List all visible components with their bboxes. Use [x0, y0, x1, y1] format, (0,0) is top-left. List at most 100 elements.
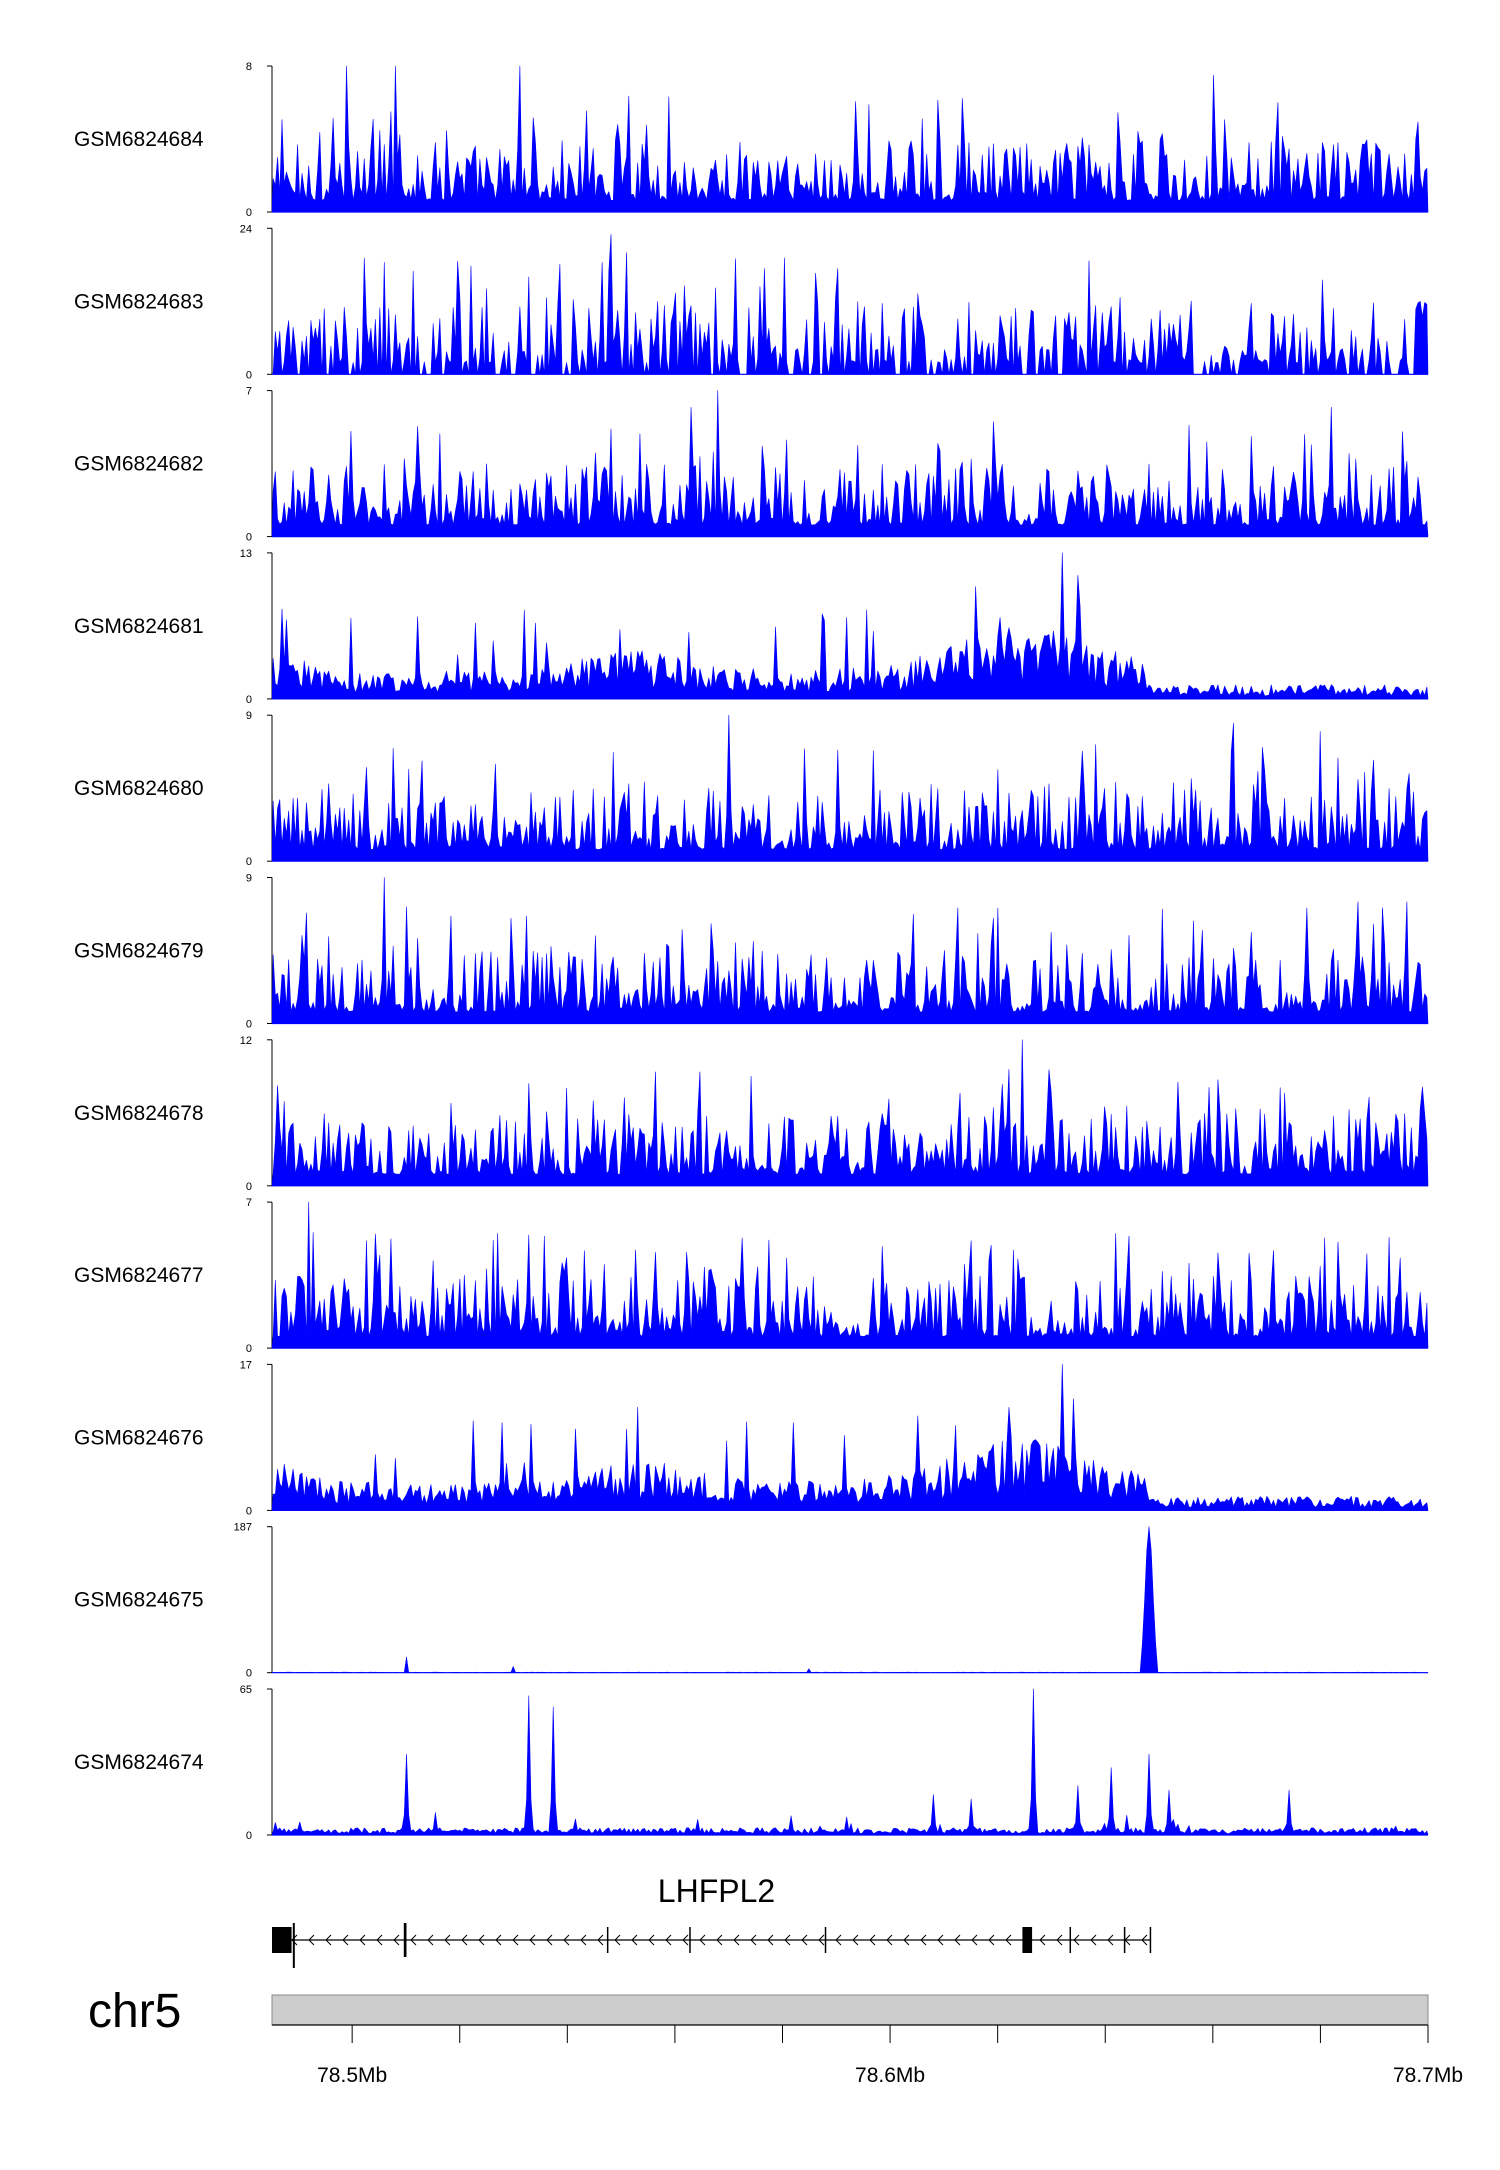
- x-tick-label: 78.7Mb: [1393, 2064, 1463, 2087]
- strand-chevron: [733, 1934, 740, 1946]
- strand-chevron: [580, 1934, 587, 1946]
- strand-chevron: [495, 1934, 502, 1946]
- coverage-area: [271, 552, 1429, 700]
- y-min-label: 0: [246, 1343, 252, 1355]
- chromosome-ideogram: chr5: [88, 1985, 1429, 2038]
- strand-chevron: [631, 1934, 638, 1946]
- y-max-label: 9: [246, 710, 252, 722]
- strand-chevron: [818, 1934, 825, 1946]
- exon: [1022, 1927, 1033, 1953]
- track-label: GSM6824675: [74, 1589, 204, 1612]
- strand-chevron: [801, 1934, 808, 1946]
- y-min-label: 0: [246, 1668, 252, 1680]
- strand-chevron: [529, 1934, 536, 1946]
- y-min-label: 0: [246, 1830, 252, 1842]
- strand-chevron: [1039, 1934, 1046, 1946]
- y-min-label: 0: [246, 1505, 252, 1517]
- strand-chevron: [886, 1934, 893, 1946]
- coverage-area: [271, 1201, 1429, 1349]
- x-tick-label: 78.6Mb: [855, 2064, 925, 2087]
- coverage-track: GSM6824680 9 0: [74, 710, 1429, 868]
- coverage-track: GSM6824681 13 0: [74, 548, 1429, 706]
- strand-chevron: [359, 1934, 366, 1946]
- strand-chevron: [478, 1934, 485, 1946]
- strand-chevron: [954, 1934, 961, 1946]
- strand-chevron: [512, 1934, 519, 1946]
- coverage-track: GSM6824675 187 0: [74, 1522, 1429, 1680]
- track-label: GSM6824680: [74, 777, 204, 800]
- track-label: GSM6824678: [74, 1102, 204, 1125]
- coverage-track: GSM6824676 17 0: [74, 1359, 1429, 1517]
- y-min-label: 0: [246, 694, 252, 706]
- strand-chevron: [835, 1934, 842, 1946]
- strand-chevron: [971, 1934, 978, 1946]
- strand-chevron: [1005, 1934, 1012, 1946]
- y-max-label: 8: [246, 61, 252, 73]
- coverage-track: GSM6824682 7 0: [74, 386, 1429, 544]
- strand-chevron: [342, 1934, 349, 1946]
- gene-track: LHFPL2: [272, 1873, 1152, 1968]
- coverage-track: GSM6824684 8 0: [74, 61, 1429, 219]
- strand-chevron: [308, 1934, 315, 1946]
- coverage-track: GSM6824674 65 0: [74, 1684, 1429, 1842]
- track-label: GSM6824683: [74, 290, 204, 313]
- strand-chevron: [325, 1934, 332, 1946]
- strand-chevron: [291, 1934, 298, 1946]
- strand-chevron: [1107, 1934, 1114, 1946]
- y-max-label: 65: [240, 1684, 252, 1696]
- strand-chevron: [546, 1934, 553, 1946]
- coverage-area: [271, 1039, 1429, 1187]
- strand-chevron: [461, 1934, 468, 1946]
- strand-chevron: [1090, 1934, 1097, 1946]
- exon: [403, 1923, 407, 1957]
- strand-chevron: [1056, 1934, 1063, 1946]
- coverage-track: GSM6824678 12 0: [74, 1035, 1429, 1193]
- coverage-area: [271, 234, 1429, 375]
- track-label: GSM6824677: [74, 1264, 204, 1287]
- strand-chevron: [716, 1934, 723, 1946]
- strand-chevron: [597, 1934, 604, 1946]
- chromosome-label: chr5: [88, 1985, 181, 2038]
- y-min-label: 0: [246, 207, 252, 219]
- strand-chevron: [699, 1934, 706, 1946]
- exon: [272, 1927, 291, 1953]
- y-min-label: 0: [246, 1181, 252, 1193]
- y-min-label: 0: [246, 1019, 252, 1031]
- strand-chevron: [427, 1934, 434, 1946]
- strand-chevron: [937, 1934, 944, 1946]
- y-max-label: 13: [240, 548, 252, 560]
- strand-chevron: [665, 1934, 672, 1946]
- coverage-area: [271, 1526, 1429, 1673]
- strand-chevron: [767, 1934, 774, 1946]
- strand-chevron: [1073, 1934, 1080, 1946]
- strand-chevron: [444, 1934, 451, 1946]
- y-min-label: 0: [246, 856, 252, 868]
- track-label: GSM6824682: [74, 453, 204, 476]
- strand-chevron: [750, 1934, 757, 1946]
- y-max-label: 9: [246, 873, 252, 885]
- y-max-label: 187: [234, 1522, 252, 1534]
- coverage-area: [271, 714, 1429, 862]
- x-tick-label: 78.5Mb: [317, 2064, 387, 2087]
- genomic-axis: 78.5Mb 78.6Mb 78.7Mb: [272, 2024, 1463, 2087]
- strand-chevron: [410, 1934, 417, 1946]
- strand-chevron: [648, 1934, 655, 1946]
- track-label: GSM6824676: [74, 1426, 204, 1449]
- strand-chevron: [869, 1934, 876, 1946]
- strand-chevron: [614, 1934, 621, 1946]
- chromosome-bar: [271, 1994, 1429, 2026]
- coverage-area: [271, 1688, 1429, 1836]
- strand-chevron: [988, 1934, 995, 1946]
- track-label: GSM6824681: [74, 615, 204, 638]
- track-label: GSM6824679: [74, 940, 204, 963]
- track-label: GSM6824674: [74, 1751, 204, 1774]
- strand-chevron: [784, 1934, 791, 1946]
- y-max-label: 24: [240, 223, 252, 235]
- coverage-area: [271, 65, 1429, 213]
- coverage-tracks: GSM682468480GSM6824683240GSM682468270GSM…: [74, 61, 1429, 1842]
- coverage-area: [271, 1364, 1429, 1511]
- gene-name: LHFPL2: [658, 1873, 775, 1909]
- y-max-label: 17: [240, 1359, 252, 1371]
- strand-chevron: [852, 1934, 859, 1946]
